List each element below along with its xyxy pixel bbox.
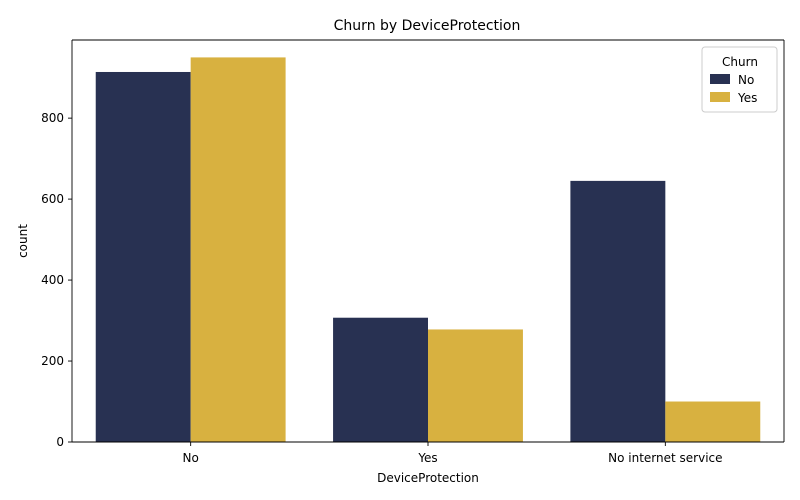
y-tick-label: 600 bbox=[41, 192, 64, 206]
x-tick-label: Yes bbox=[417, 451, 437, 465]
x-tick-label: No internet service bbox=[608, 451, 722, 465]
y-tick-label: 400 bbox=[41, 273, 64, 287]
y-ticks-group: 0 200 400 600 800 bbox=[41, 111, 72, 449]
bar-no-churn-yes bbox=[190, 57, 286, 442]
chart-title: Churn by DeviceProtection bbox=[334, 18, 521, 34]
legend: Churn No Yes bbox=[701, 46, 778, 113]
bar-no-internet-service-churn-yes bbox=[665, 401, 761, 442]
legend-label-no: No bbox=[738, 73, 754, 87]
bar-yes-churn-yes bbox=[428, 329, 523, 442]
legend-label-yes: Yes bbox=[737, 91, 757, 105]
y-tick-label: 0 bbox=[56, 435, 64, 449]
bar-yes-churn-no bbox=[333, 317, 428, 442]
bar-no-churn-no bbox=[95, 71, 191, 442]
legend-swatch-yes bbox=[710, 92, 730, 102]
y-tick-label: 200 bbox=[41, 354, 64, 368]
y-axis-label: count bbox=[16, 224, 30, 258]
x-ticks-group: No Yes No internet service bbox=[183, 442, 723, 465]
y-tick-label: 800 bbox=[41, 111, 64, 125]
legend-title: Churn bbox=[722, 55, 758, 69]
legend-swatch-no bbox=[710, 74, 730, 84]
bars-group bbox=[95, 57, 761, 442]
x-tick-label: No bbox=[183, 451, 199, 465]
bar-no-internet-service-churn-no bbox=[570, 180, 666, 442]
x-axis-label: DeviceProtection bbox=[377, 471, 479, 485]
